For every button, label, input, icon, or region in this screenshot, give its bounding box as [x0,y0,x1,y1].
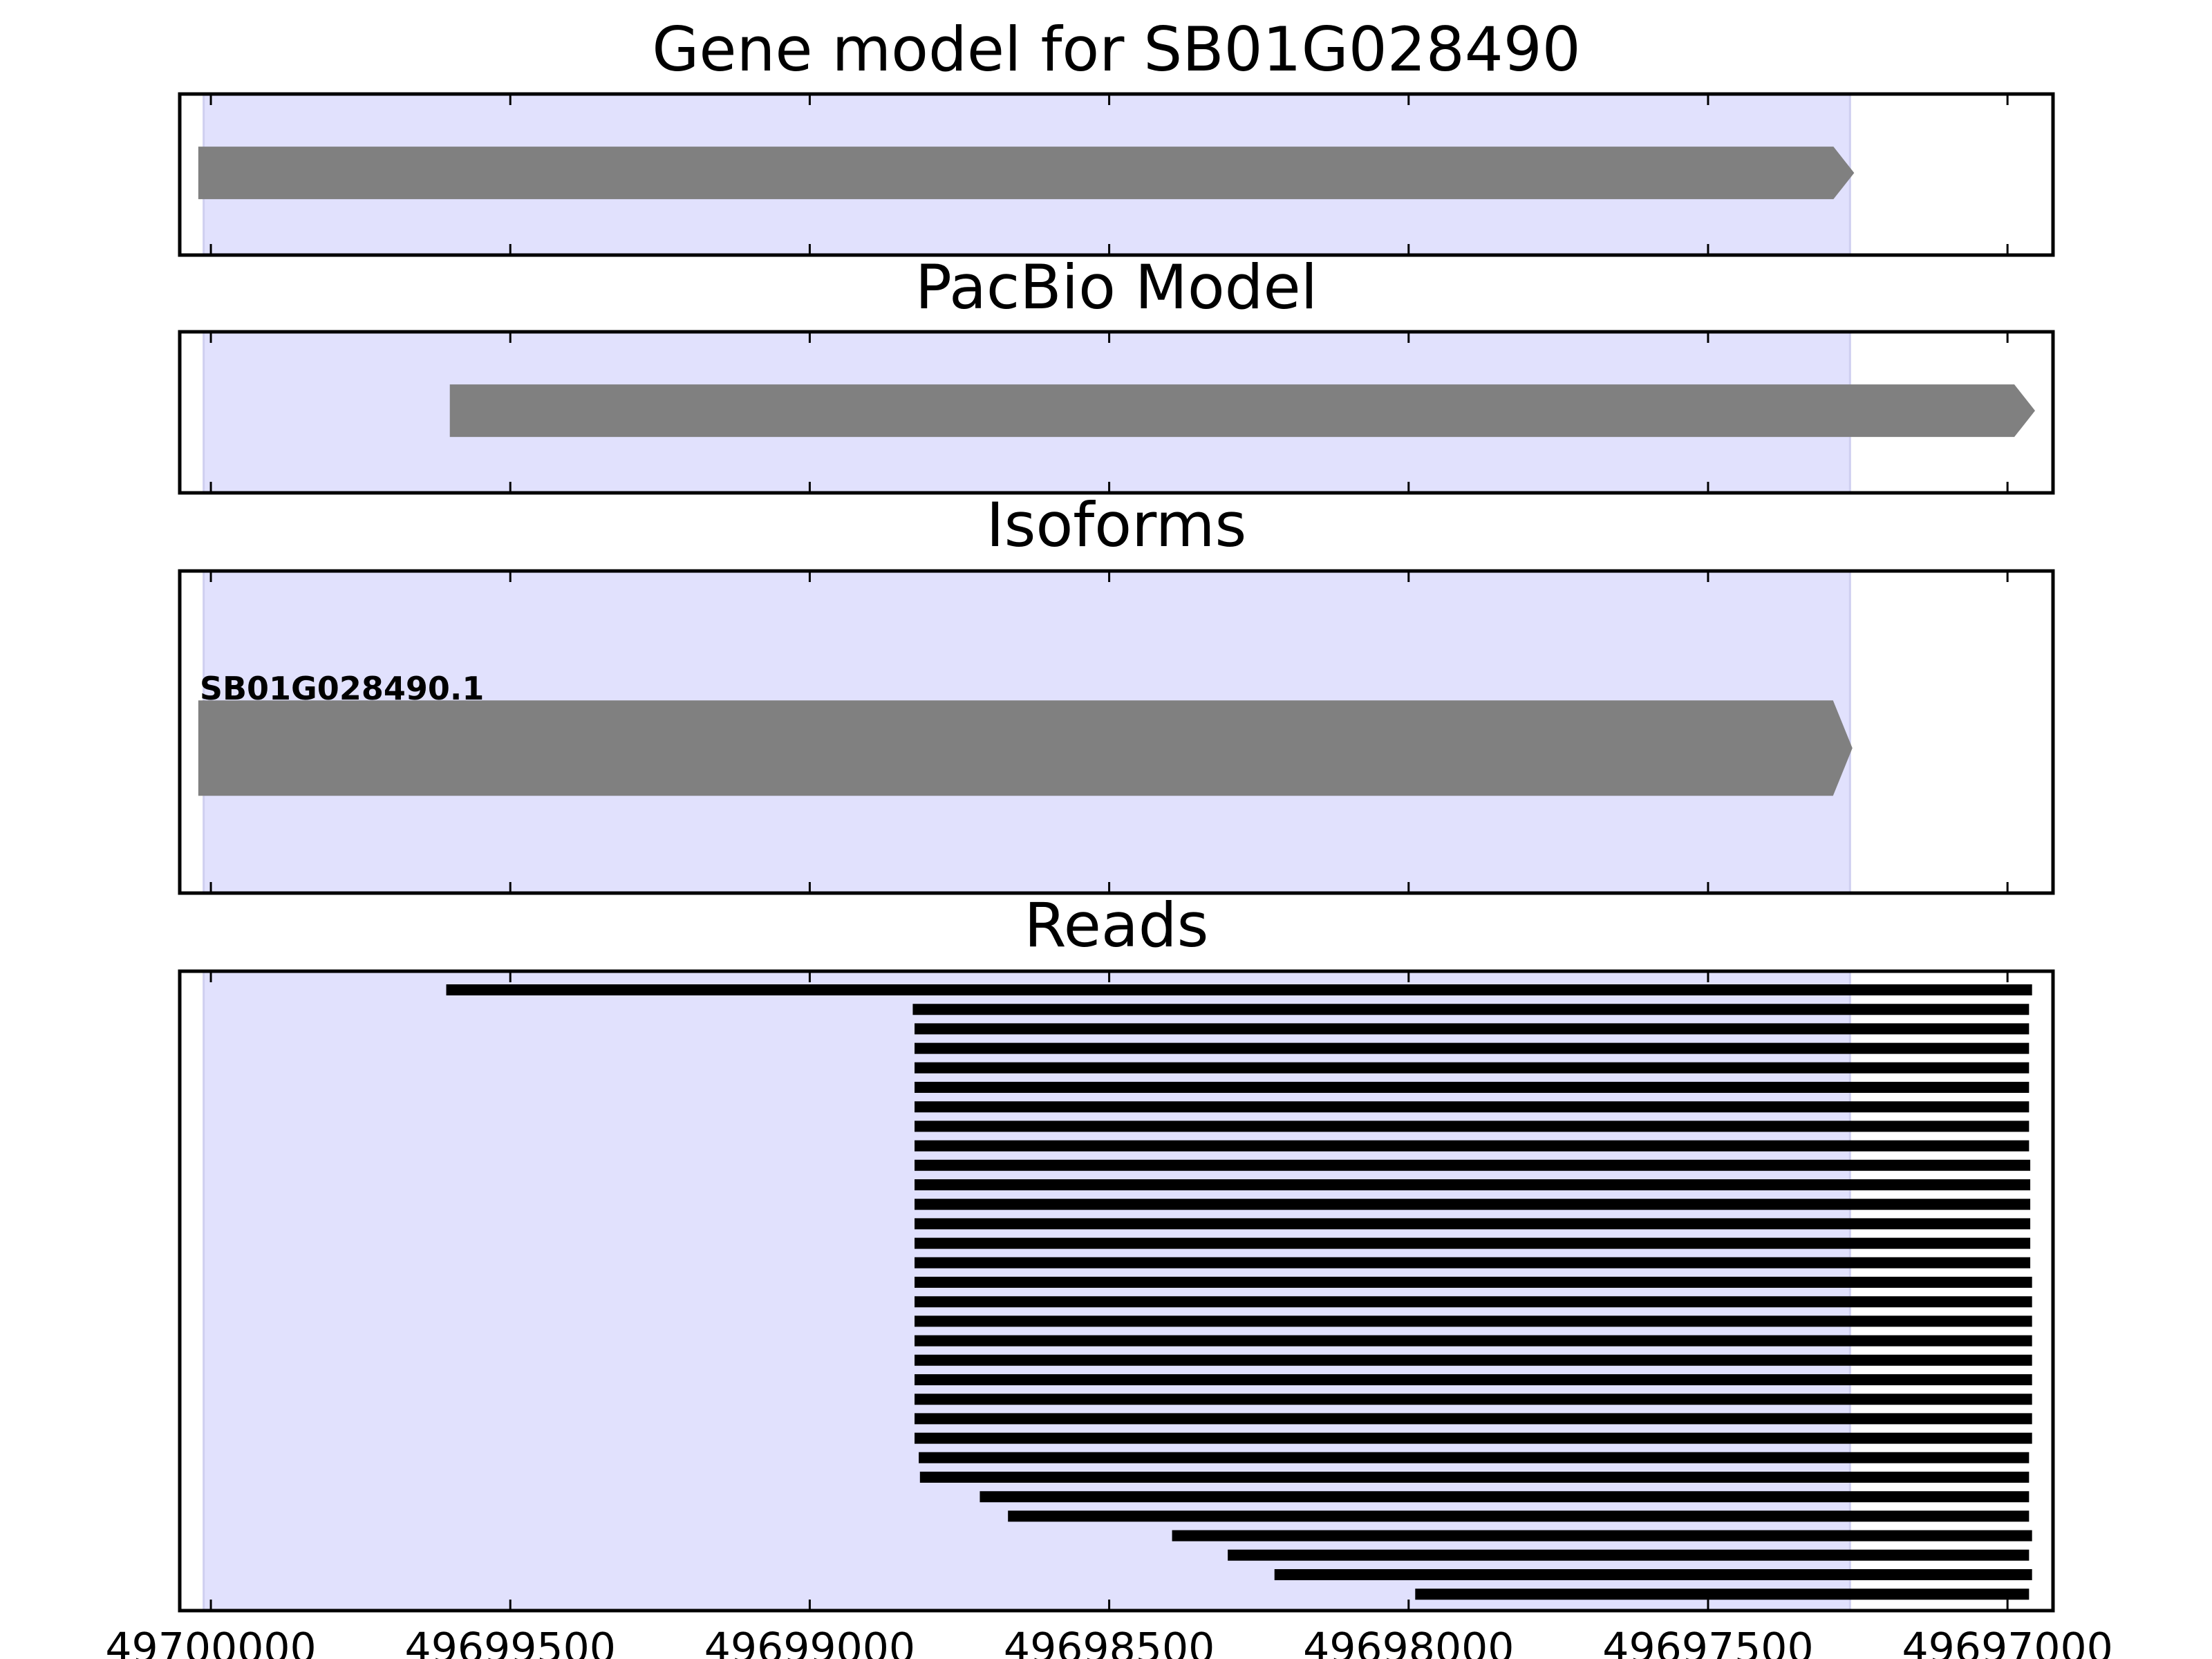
gene-arrow [198,147,1855,200]
x-tick-label: 49698500 [1004,1624,1215,1659]
x-tick-label: 49700000 [105,1624,316,1659]
panel-frame [178,92,2055,257]
x-tick-label: 49698000 [1303,1624,1514,1659]
gene-arrow [449,384,2036,438]
panel-title: PacBio Model [915,252,1318,323]
x-tick-label: 49699500 [405,1624,616,1659]
x-tick-label: 49697500 [1602,1624,1813,1659]
x-tick-label: 49699000 [704,1624,915,1659]
panel-frame [178,969,2055,1613]
panel-title: Reads [1024,890,1209,961]
panel-frame [178,569,2055,895]
x-tick-label: 49697000 [1902,1624,2112,1659]
panel-title: Gene model for SB01G028490 [652,14,1581,85]
isoform-arrow [198,700,1853,796]
highlight-region [203,970,1851,1612]
panel-frame [178,330,2055,495]
panel-title: Isoforms [986,489,1247,561]
isoform-label: SB01G028490.1 [200,670,484,707]
